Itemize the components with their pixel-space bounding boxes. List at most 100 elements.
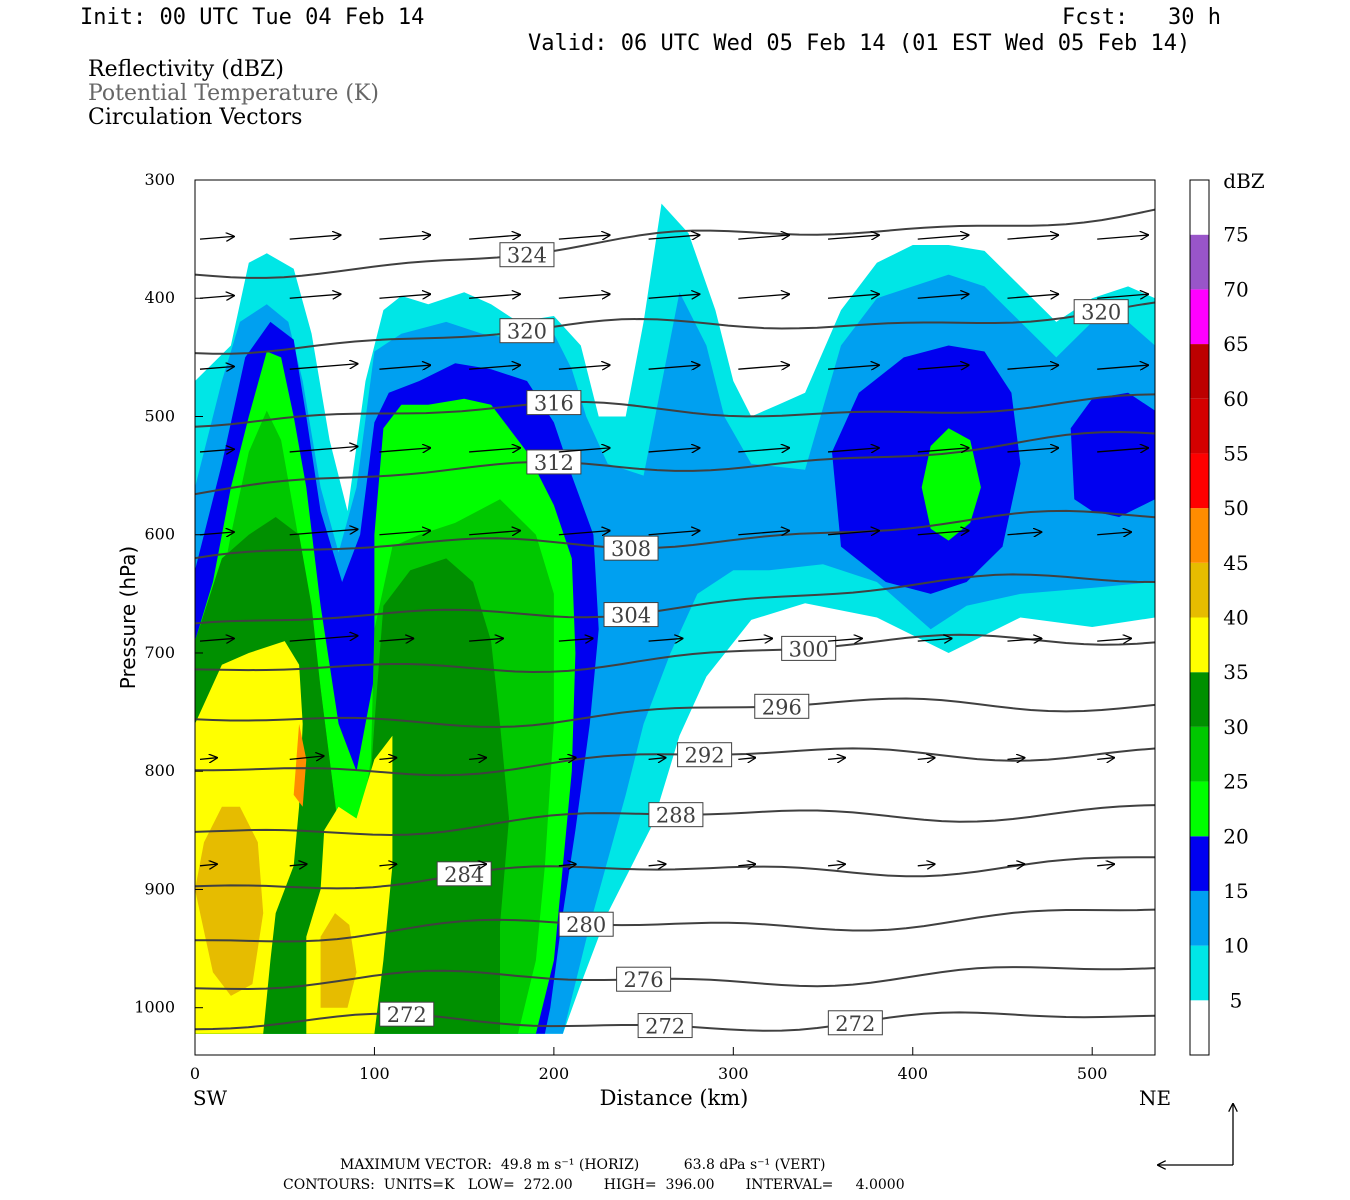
circulation-vector (917, 758, 935, 760)
circulation-vector (469, 448, 520, 452)
forecast-hour: Fcst: 30 h (1062, 5, 1221, 30)
circulation-vector (289, 529, 358, 536)
x-tick-label: 200 (539, 1064, 570, 1083)
circulation-vector (199, 532, 234, 535)
colorbar-level-label: 15 (1223, 879, 1248, 903)
circulation-vector (379, 294, 430, 298)
theta-label-box (499, 318, 555, 344)
theta-contour-296 (195, 697, 1155, 729)
circulation-vector (738, 638, 772, 641)
colorbar-level-label: 50 (1223, 496, 1248, 520)
circulation-vector (648, 235, 700, 239)
colorbar-swatch (1190, 836, 1209, 891)
circulation-vector (827, 294, 879, 298)
circulation-vector (648, 864, 666, 866)
theta-label: 312 (534, 451, 574, 475)
circulation-vector (379, 365, 430, 369)
circulation-vector (558, 638, 593, 641)
circulation-vector (648, 365, 700, 369)
circulation-vector (738, 365, 789, 369)
theta-label-box (827, 1010, 883, 1036)
theta-label: 300 (789, 637, 829, 661)
theta-label: 272 (835, 1012, 875, 1036)
x-tick-label: 0 (190, 1064, 200, 1083)
colorbar-level-label: 60 (1223, 387, 1248, 411)
footer-max-vector: MAXIMUM VECTOR: 49.8 m s⁻¹ (HORIZ) 63.8 … (340, 1157, 826, 1173)
theta-label: 316 (534, 392, 574, 416)
circulation-vector (738, 448, 789, 452)
y-tick-label: 800 (144, 761, 175, 780)
x-axis-title: Distance (km) (600, 1086, 749, 1110)
theta-contour-280 (195, 908, 1155, 943)
circulation-vector (1007, 235, 1058, 239)
circulation-vector (558, 531, 610, 535)
x-end-label-ne: NE (1139, 1086, 1171, 1110)
circulation-vector (469, 294, 520, 298)
circulation-vector (917, 365, 969, 369)
colorbar-level-label: 35 (1223, 660, 1248, 684)
theta-label: 280 (566, 913, 606, 937)
colorbar-level-label: 65 (1223, 332, 1248, 356)
circulation-vector (738, 758, 755, 760)
colorbar-level-label: 45 (1223, 551, 1248, 575)
colorbar-swatch (1190, 672, 1209, 727)
y-tick-label: 700 (144, 643, 175, 662)
init-time: Init: 00 UTC Tue 04 Feb 14 (80, 5, 425, 30)
theta-label: 320 (1081, 301, 1121, 325)
circulation-vector (199, 236, 234, 239)
theta-contour-layer: 324 320 320 316 312 308 304 300 296 292 288 284 280 2… (195, 208, 1155, 1039)
y-tick-label: 500 (144, 406, 175, 425)
theta-label: 272 (645, 1015, 685, 1039)
colorbar-swatch (1190, 726, 1209, 782)
circulation-vector (648, 448, 700, 452)
theta-label: 296 (762, 695, 802, 719)
colorbar-level-label: 25 (1223, 770, 1248, 794)
circulation-vector (289, 756, 324, 759)
reflectivity-region-15dbz (1070, 392, 1155, 517)
circulation-vector (289, 447, 358, 453)
circulation-vector (1007, 638, 1041, 641)
theta-label: 276 (624, 968, 664, 992)
circulation-vector (558, 864, 576, 866)
theta-label-box (648, 802, 704, 828)
circulation-vector (738, 235, 789, 239)
circulation-vector (648, 758, 666, 760)
theta-label: 288 (656, 804, 696, 828)
colorbar-swatch (1190, 945, 1209, 1001)
colorbar-level-label: 55 (1223, 441, 1248, 465)
theta-label: 304 (611, 604, 651, 628)
circulation-vector (1007, 532, 1041, 535)
theta-label-box (526, 449, 582, 475)
circulation-vector (1097, 638, 1131, 641)
circulation-vector (1097, 365, 1148, 369)
reflectivity-region-45dbz (293, 723, 307, 807)
circulation-vector (1007, 294, 1058, 298)
reflectivity-region-40dbz (195, 806, 264, 996)
circulation-vector (827, 365, 879, 369)
circulation-vector (917, 531, 969, 535)
theta-label-box (499, 242, 555, 268)
colorbar-swatch (1190, 890, 1209, 946)
circulation-vector (199, 758, 217, 760)
colorbar-swatch (1190, 289, 1209, 345)
circulation-vector (379, 864, 396, 866)
plot-frame (194, 179, 1156, 1056)
reflectivity-region-20dbz (921, 428, 981, 541)
circulation-vector (379, 758, 396, 760)
circulation-vector (558, 235, 610, 239)
circulation-vector (558, 365, 610, 369)
circulation-vector (1097, 235, 1148, 239)
circulation-vector (917, 294, 969, 298)
circulation-vector (379, 531, 430, 535)
colorbar-level-label: 5 (1230, 988, 1243, 1012)
theta-label-box (781, 635, 837, 661)
theta-contour-276 (195, 966, 1155, 991)
circulation-vector (1097, 294, 1148, 298)
colorbar-swatch (1190, 453, 1209, 509)
colorbar-swatch (1190, 562, 1209, 618)
circulation-vector (1007, 448, 1058, 452)
circulation-vector (469, 864, 486, 866)
theta-label: 320 (507, 320, 547, 344)
circulation-vector (648, 294, 700, 298)
circulation-vector (469, 758, 486, 760)
